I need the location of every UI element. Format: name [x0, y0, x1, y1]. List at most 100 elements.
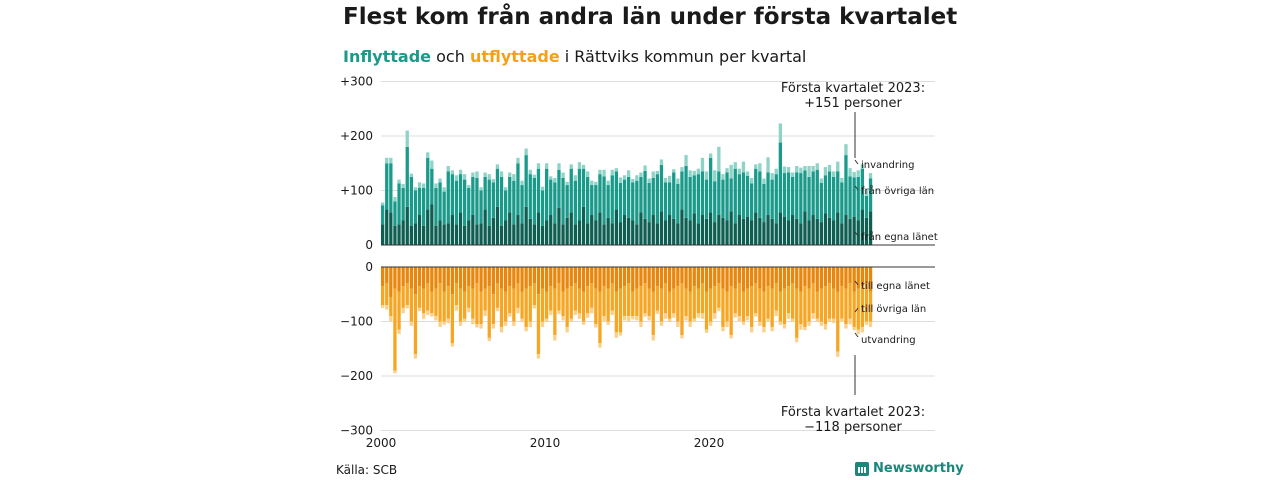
bar-in-own	[397, 224, 401, 245]
bar-out-other	[717, 283, 721, 308]
bar-out-own	[782, 267, 787, 289]
bar-in-own	[795, 218, 799, 245]
bar-in-abroad	[618, 177, 623, 183]
bar-out-abroad	[430, 313, 434, 317]
bar-in-other	[479, 190, 483, 224]
brand-logo[interactable]: Newsworthy	[855, 461, 964, 476]
bar-out-abroad	[442, 321, 446, 325]
bar-in-own	[692, 213, 696, 245]
bar-in-other	[409, 176, 413, 226]
ytick-label-bottom: −300	[340, 424, 373, 438]
bar-out-own	[549, 267, 553, 287]
bar-in-own	[417, 215, 422, 245]
bar-in-own	[713, 222, 717, 245]
bar-in-abroad	[512, 174, 516, 181]
bar-in-other	[422, 187, 426, 226]
bar-in-own	[848, 218, 852, 245]
bar-in-other	[446, 171, 450, 224]
bar-out-other	[483, 288, 487, 311]
ytick-label-bottom: −200	[340, 369, 373, 383]
bar-out-other	[499, 288, 504, 327]
inflow-bars	[381, 123, 873, 245]
bar-out-abroad	[700, 313, 705, 319]
bar-in-other	[549, 179, 553, 216]
bar-out-own	[631, 267, 635, 292]
bar-in-abroad	[627, 170, 631, 177]
xtick-label: 2000	[366, 436, 397, 450]
bar-out-abroad	[778, 321, 782, 325]
bar-in-abroad	[487, 174, 491, 180]
bar-in-abroad	[737, 168, 741, 175]
bar-in-own	[786, 220, 791, 245]
bar-in-abroad	[516, 157, 520, 164]
bar-out-own	[827, 267, 832, 284]
bar-out-other	[733, 288, 737, 314]
bar-out-abroad	[692, 318, 696, 323]
bar-out-other	[868, 291, 873, 322]
bar-in-own	[860, 209, 864, 245]
bar-out-other	[799, 291, 803, 325]
bar-out-abroad	[499, 326, 504, 333]
bar-in-other	[545, 168, 549, 221]
ytick-label-top: +300	[340, 75, 373, 89]
bar-out-abroad	[741, 321, 746, 325]
bar-in-other	[823, 175, 828, 214]
bar-in-own	[750, 220, 754, 245]
bar-in-own	[413, 223, 418, 245]
bar-out-own	[565, 267, 569, 289]
bar-out-own	[536, 267, 541, 295]
bar-in-own	[561, 224, 565, 245]
bar-out-own	[487, 267, 491, 287]
bar-out-other	[688, 291, 692, 322]
bar-in-abroad	[647, 178, 651, 183]
bar-in-other	[536, 168, 541, 213]
pointer-till-egna-lanet	[854, 280, 859, 286]
bar-out-own	[557, 267, 561, 284]
bar-out-own	[704, 267, 709, 292]
bar-out-other	[495, 283, 500, 308]
outflow-bars	[381, 267, 873, 374]
bar-in-abroad	[745, 171, 750, 176]
bar-in-own	[610, 223, 614, 245]
bar-in-abroad	[770, 173, 774, 180]
bar-out-abroad	[565, 326, 569, 333]
bar-out-other	[504, 291, 508, 322]
bar-in-other	[557, 169, 561, 208]
bar-in-other	[811, 171, 815, 216]
bar-in-abroad	[741, 161, 746, 173]
bar-out-other	[815, 291, 819, 319]
bar-out-abroad	[696, 313, 700, 318]
bar-in-abroad	[774, 168, 778, 175]
bar-in-own	[586, 223, 590, 245]
bar-out-abroad	[651, 335, 655, 341]
bar-out-other	[663, 283, 668, 314]
bar-in-abroad	[417, 182, 422, 188]
bar-in-other	[430, 168, 434, 205]
bar-out-own	[848, 267, 852, 284]
bar-in-abroad	[561, 172, 565, 178]
bar-in-other	[577, 168, 582, 221]
bar-in-abroad	[557, 163, 561, 170]
bar-in-other	[680, 171, 684, 210]
pointer-utvandring	[854, 332, 859, 338]
bar-out-abroad	[819, 321, 823, 326]
bar-out-abroad	[717, 307, 721, 312]
bar-out-own	[811, 267, 815, 284]
bar-in-other	[836, 171, 840, 213]
bar-in-other	[807, 176, 811, 221]
bar-out-abroad	[512, 321, 516, 326]
bar-out-other	[791, 283, 795, 319]
bar-out-own	[577, 267, 582, 289]
bar-in-abroad	[655, 170, 659, 175]
bar-in-own	[516, 215, 520, 245]
bar-out-other	[454, 283, 459, 306]
bar-in-abroad	[676, 178, 680, 184]
bar-in-other	[844, 155, 848, 216]
bar-in-own	[627, 217, 631, 245]
bar-in-abroad	[475, 171, 479, 178]
bar-in-other	[622, 179, 627, 216]
bar-out-abroad	[573, 310, 577, 315]
bar-out-other	[405, 283, 409, 306]
bar-in-own	[659, 211, 664, 245]
bar-out-own	[569, 267, 573, 287]
